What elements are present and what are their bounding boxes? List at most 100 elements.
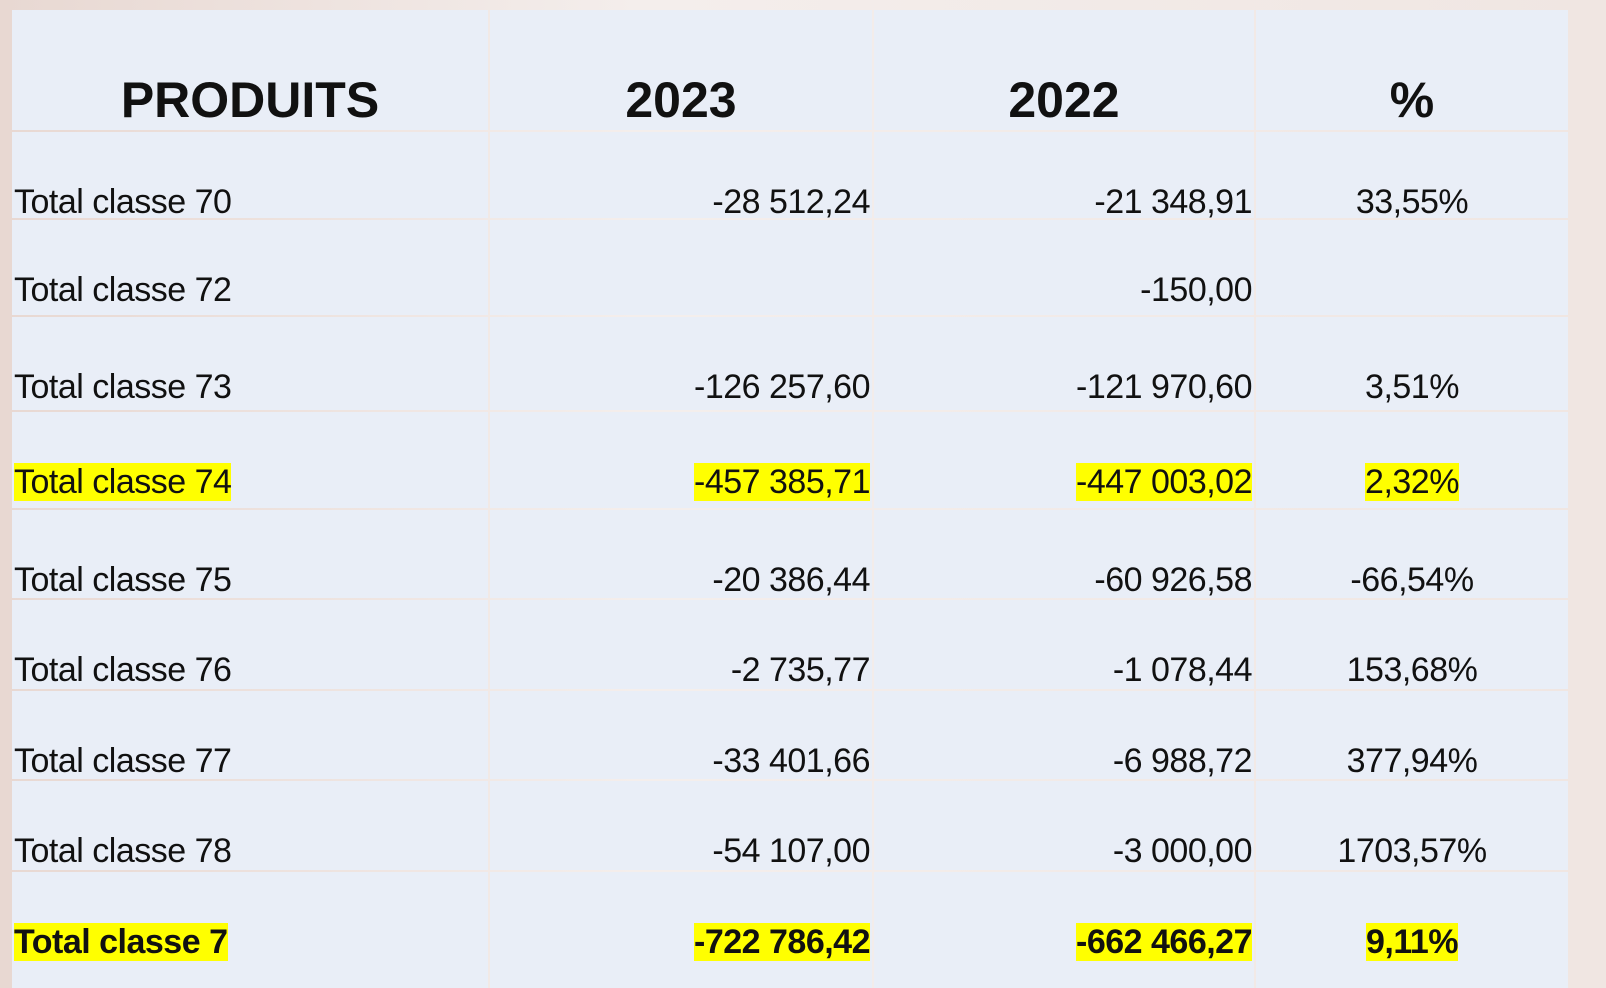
- table-cell: 2,32%: [1256, 412, 1568, 508]
- text: 9,11%: [1365, 923, 1459, 961]
- cell-text: PRODUITS: [14, 75, 486, 125]
- text: -28 512,24: [712, 183, 870, 221]
- text: -66,54%: [1350, 561, 1474, 599]
- cell-text: 1703,57%: [1258, 831, 1566, 871]
- cell-text: -121 970,60: [876, 367, 1253, 407]
- table-cell: Total classe 73: [12, 317, 488, 410]
- table-cell: 377,94%: [1256, 691, 1568, 780]
- cell-text: Total classe 75: [14, 560, 486, 600]
- cell-text: -722 786,42: [492, 922, 871, 962]
- table-cell: 9,11%: [1256, 872, 1568, 988]
- cell-text: Total classe 7: [14, 922, 486, 962]
- table-cell: Total classe 72: [12, 220, 488, 315]
- table-cell: -121 970,60: [874, 317, 1254, 410]
- text: -20 386,44: [712, 561, 870, 599]
- table-cell: -60 926,58: [874, 510, 1254, 599]
- text: 33,55%: [1355, 183, 1469, 221]
- table-cell: Total classe 76: [12, 600, 488, 689]
- text: -3 000,00: [1112, 832, 1253, 870]
- table-cell: -1 078,44: [874, 600, 1254, 689]
- text: -2 735,77: [730, 651, 871, 689]
- cell-text: -457 385,71: [492, 462, 871, 502]
- text: Total classe 73: [14, 368, 232, 406]
- table-cell: 1703,57%: [1256, 781, 1568, 870]
- cell-text: -1 078,44: [876, 650, 1253, 690]
- text: Total classe 72: [14, 271, 232, 309]
- text: -60 926,58: [1094, 561, 1252, 599]
- cell-text: -3 000,00: [876, 831, 1253, 871]
- table-cell: -21 348,91: [874, 132, 1254, 221]
- table-cell: [1256, 220, 1568, 315]
- cell-text: -66,54%: [1258, 560, 1566, 600]
- table-cell: 3,51%: [1256, 317, 1568, 410]
- text: -722 786,42: [694, 923, 871, 961]
- table-cell: -28 512,24: [490, 132, 872, 221]
- text: Total classe 70: [14, 183, 232, 221]
- table-cell: Total classe 78: [12, 781, 488, 870]
- cell-text: -54 107,00: [492, 831, 870, 871]
- text: Total classe 75: [14, 561, 232, 599]
- text: -54 107,00: [712, 832, 870, 870]
- table-cell: 153,68%: [1256, 600, 1568, 689]
- text: 2022: [1008, 72, 1120, 128]
- table-cell: -457 385,71: [490, 412, 872, 508]
- table-cell: -2 735,77: [490, 600, 872, 689]
- cell-text: -6 988,72: [876, 741, 1253, 781]
- table-cell: Total classe 74: [12, 412, 488, 508]
- table-cell: -6 988,72: [874, 691, 1254, 781]
- text: Total classe 7: [14, 923, 228, 961]
- cell-text: -662 466,27: [876, 922, 1253, 962]
- table-cell: -66,54%: [1256, 510, 1568, 600]
- header-cell: PRODUITS: [12, 10, 488, 130]
- text: 377,94%: [1346, 742, 1478, 780]
- cell-text: Total classe 77: [14, 741, 486, 781]
- text: 3,51%: [1365, 368, 1459, 406]
- cell-text: Total classe 76: [14, 650, 486, 690]
- cell-text: -28 512,24: [492, 182, 870, 222]
- text: -457 385,71: [694, 463, 871, 501]
- table-cell: -33 401,66: [490, 691, 872, 781]
- table-cell: Total classe 75: [12, 510, 488, 600]
- cell-text: 2022: [876, 75, 1252, 125]
- table-cell: -150,00: [874, 220, 1254, 315]
- cell-text: -126 257,60: [492, 367, 871, 407]
- text: 2,32%: [1365, 463, 1459, 501]
- text: Total classe 76: [14, 651, 232, 689]
- table-cell: -722 786,42: [490, 872, 872, 988]
- text: -33 401,66: [712, 742, 870, 780]
- cell-text: Total classe 74: [14, 462, 486, 502]
- table-cell: -3 000,00: [874, 781, 1254, 870]
- cell-text: 33,55%: [1258, 182, 1566, 222]
- text: -662 466,27: [1076, 923, 1253, 961]
- cell-text: -33 401,66: [492, 741, 870, 781]
- cell-text: Total classe 70: [14, 182, 486, 222]
- table-cell: [490, 220, 872, 315]
- cell-text: 2023: [492, 75, 870, 125]
- text: -1 078,44: [1112, 651, 1253, 689]
- text: Total classe 74: [14, 463, 232, 501]
- text: -150,00: [1140, 271, 1252, 309]
- cell-text: -2 735,77: [492, 650, 871, 690]
- text: -126 257,60: [694, 368, 871, 406]
- cell-text: 2,32%: [1258, 462, 1566, 502]
- text: -21 348,91: [1094, 183, 1252, 221]
- table-cell: -662 466,27: [874, 872, 1254, 988]
- text: Total classe 77: [14, 742, 232, 780]
- header-cell: 2023: [490, 10, 872, 130]
- text: 1703,57%: [1337, 832, 1487, 870]
- cell-text: -20 386,44: [492, 560, 870, 600]
- cell-text: -21 348,91: [876, 182, 1252, 222]
- cell-text: -150,00: [876, 270, 1252, 310]
- text: PRODUITS: [120, 72, 380, 128]
- table-cell: -54 107,00: [490, 781, 872, 870]
- text: -121 970,60: [1076, 368, 1253, 406]
- table-cell: -126 257,60: [490, 317, 872, 410]
- text: -447 003,02: [1076, 463, 1253, 501]
- text: -6 988,72: [1112, 742, 1253, 780]
- table-cell: -20 386,44: [490, 510, 872, 600]
- table-cell: Total classe 7: [12, 872, 488, 988]
- cell-text: 3,51%: [1258, 367, 1566, 407]
- table-cell: 33,55%: [1256, 132, 1568, 221]
- table-cell: Total classe 70: [12, 132, 488, 221]
